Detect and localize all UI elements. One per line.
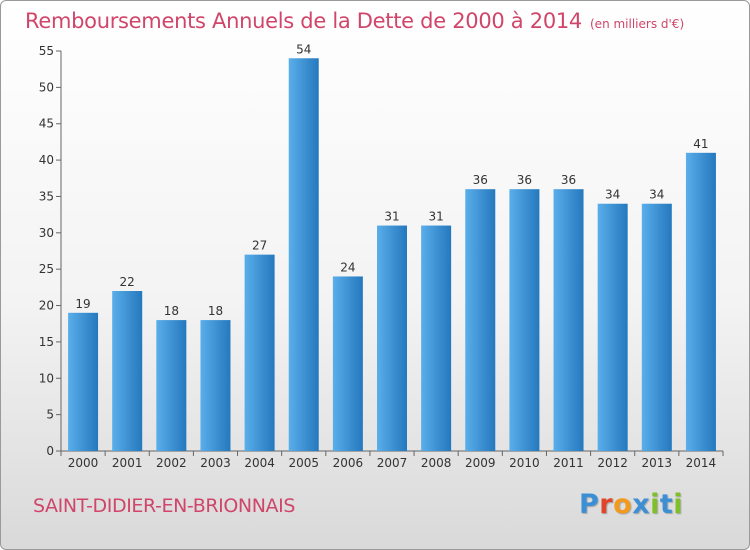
chart-title-text: Remboursements Annuels de la Dette de 20… [25,9,582,33]
bar-2012 [597,203,628,451]
logo-letter: t [659,489,674,520]
data-label-2002: 18 [164,304,179,318]
data-label-2012: 34 [605,188,620,202]
data-label-2010: 36 [517,173,532,187]
bar-2003 [200,320,231,451]
y-tick-label: 10 [39,371,54,385]
x-tick-label-2000: 2000 [68,456,99,470]
y-tick-label: 35 [39,189,54,203]
x-tick-label-2004: 2004 [244,456,275,470]
data-label-2014: 41 [693,137,708,151]
y-tick-label: 55 [39,44,54,58]
x-tick-label-2005: 2005 [288,456,319,470]
data-label-2004: 27 [252,239,267,253]
proxiti-logo[interactable]: Proxiti [579,489,683,520]
y-tick-label: 15 [39,335,54,349]
y-tick-label: 20 [39,299,54,313]
data-label-2011: 36 [561,173,576,187]
bar-2009 [465,189,496,451]
chart-bars [68,58,716,451]
chart-unit: (en milliers d'€) [590,17,685,31]
x-tick-label-2009: 2009 [465,456,496,470]
data-label-2013: 34 [649,188,664,202]
x-tick-label-2006: 2006 [333,456,364,470]
y-tick-label: 30 [39,226,54,240]
y-tick-label: 40 [39,153,54,167]
x-tick-label-2002: 2002 [156,456,187,470]
logo-letter: i [650,489,660,520]
x-tick-label-2010: 2010 [509,456,540,470]
bar-2007 [377,225,407,451]
bar-2005 [288,58,319,451]
y-tick-label: 50 [39,80,54,94]
logo-letter: i [673,489,684,520]
data-label-2008: 31 [428,210,443,224]
data-label-2009: 36 [473,173,488,187]
bar-2006 [332,276,363,451]
y-tick-label: 0 [46,444,54,458]
logo-letter: P [579,489,600,520]
data-label-2000: 19 [75,297,90,311]
chart-axes: 0 5 10 15 20 25 30 35 40 45 50 55 [39,44,724,458]
x-tick-label-2014: 2014 [686,456,717,470]
x-tick-label-2012: 2012 [597,456,628,470]
bar-2011 [553,189,584,451]
bar-2000 [68,312,99,451]
bar-2001 [112,291,143,451]
data-label-2001: 22 [120,275,135,289]
y-tick-label: 45 [39,117,54,131]
y-tick-label: 25 [39,262,54,276]
data-label-2005: 54 [296,42,311,56]
x-tick-label-2003: 2003 [200,456,231,470]
logo-letter: r [599,489,614,520]
bar-2013 [641,203,672,451]
data-label-2007: 31 [384,210,399,224]
y-tick-label: 5 [46,408,54,422]
bar-2002 [156,320,187,451]
x-tick-label-2011: 2011 [553,456,584,470]
x-tick-label-2007: 2007 [377,456,408,470]
x-tick-label-2001: 2001 [112,456,143,470]
data-label-2003: 18 [208,304,223,318]
bar-2008 [421,225,452,451]
commune-name: SAINT-DIDIER-EN-BRIONNAIS [33,495,295,517]
data-label-2006: 24 [340,260,355,274]
bar-2004 [244,254,275,451]
logo-letter: o [613,489,633,520]
chart-title: Remboursements Annuels de la Dette de 20… [25,9,684,33]
x-tick-label-2013: 2013 [642,456,673,470]
bar-2010 [509,189,540,451]
x-tick-label-2008: 2008 [421,456,452,470]
logo-letter: x [632,489,651,520]
bar-2014 [685,152,716,451]
chart-labels: 2000 19 2001 22 2002 18 2003 18 2004 27 2005 54 2006… [68,42,716,470]
